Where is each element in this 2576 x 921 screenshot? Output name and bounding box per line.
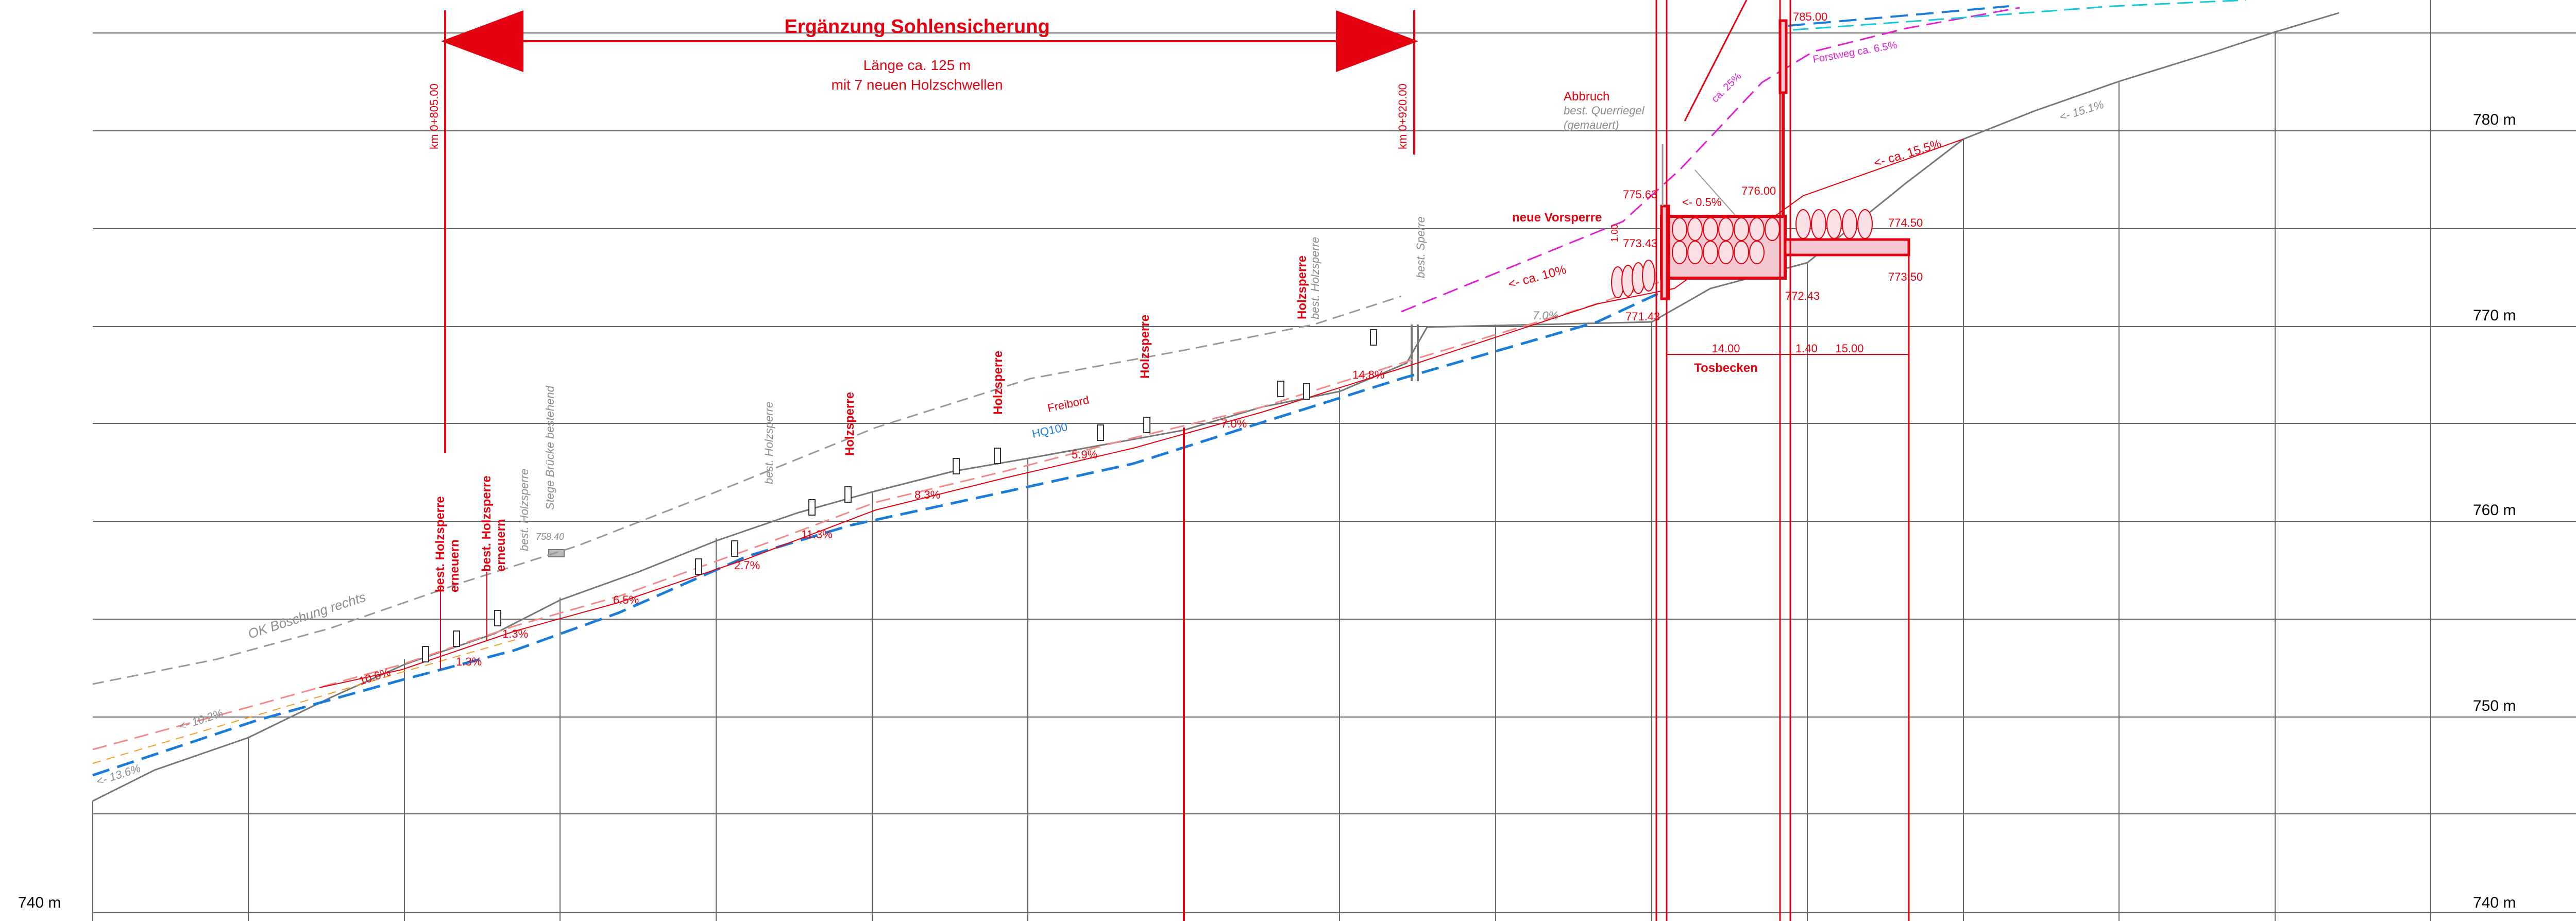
elev-1-00: 1.00 — [1609, 224, 1620, 242]
label-abbruch-sub1: best. Querriegel — [1564, 104, 1645, 117]
km-start: km 0+805.00 — [428, 83, 440, 149]
label-holzsperre-4: Holzsperre — [1295, 255, 1309, 319]
slope-1-3a: 1.3% — [456, 655, 482, 668]
slope-5-9: 5.9% — [1072, 448, 1097, 461]
label-holzsperre-3: Holzsperre — [1138, 315, 1152, 379]
elev-785-00: 785.00 — [1793, 10, 1827, 23]
slope-7-0a: 7.0% — [1221, 417, 1247, 430]
elev-771-43: 771.43 — [1625, 310, 1660, 323]
sill-markers — [422, 329, 1377, 662]
embankment-top-line — [92, 295, 1402, 685]
label-holzsperre-2: Holzsperre — [991, 351, 1005, 415]
elev-740-right: 740 m — [2473, 894, 2516, 911]
label-best-holzsperre-1a: best. Holzsperre — [433, 496, 447, 592]
slope-7-0b: 7.0% — [1533, 309, 1558, 322]
label-abbruch: Abbruch — [1564, 90, 1609, 104]
elev-770: 770 m — [2473, 307, 2516, 324]
forstweg-line — [1787, 5, 2010, 27]
structure-leaders — [440, 572, 487, 670]
freibord-line — [92, 281, 1659, 751]
length-line-1: Länge ca. 125 m — [863, 57, 971, 73]
length-line-2: mit 7 neuen Holzschwellen — [831, 77, 1003, 93]
label-best-holzsperre-plain: best. Holzsperre — [518, 469, 531, 551]
slope-0-5: <- 0.5% — [1682, 196, 1721, 209]
slope-15-1: <- 15.1% — [2058, 98, 2105, 124]
slope-25: ca. 25% — [1709, 71, 1744, 105]
slope-15-5: <- ca. 15.5% — [1872, 137, 1943, 170]
elev-758-40: 758.40 — [536, 532, 564, 542]
slope-1-3b: 1.3% — [502, 627, 528, 640]
label-best-holzsperre-1b: erneuern — [448, 539, 462, 592]
slope-10-6: 10.6% — [358, 666, 392, 688]
orange-line — [92, 639, 516, 764]
dim-15-00: 15.00 — [1835, 342, 1863, 355]
elev-772-43: 772.43 — [1785, 289, 1820, 302]
slope-8-3: 8.3% — [914, 488, 940, 501]
magenta-dashed-line — [1401, 7, 2020, 313]
label-ok-boeschung: OK Böschung rechts — [246, 589, 368, 641]
label-holzsperre-4-sub: best. Holzsperre — [1309, 237, 1321, 319]
slope-2-7: 2.7% — [734, 559, 760, 572]
slope-10-2: <- 10.2% — [177, 707, 225, 733]
elev-776-00: 776.00 — [1741, 184, 1776, 197]
label-best-holzsperre-2a: best. Holzsperre — [480, 475, 494, 572]
label-tosbecken: Tosbecken — [1694, 361, 1758, 375]
label-stege-bruecke: Stege Brücke bestehend — [544, 385, 556, 510]
label-freibord: Freibord — [1046, 393, 1090, 414]
dim-14-00: 14.00 — [1711, 342, 1740, 355]
grey-leader — [1694, 169, 1737, 217]
label-neue-vorsperre: neue Vorsperre — [1512, 211, 1602, 225]
hq100-line — [92, 287, 1670, 777]
label-best-holzsperre-mid: best. Holzsperre — [762, 402, 775, 484]
label-best-holzsperre-2b: erneuern — [494, 519, 508, 572]
slope-10: <- ca. 10% — [1507, 263, 1568, 292]
km-end: km 0+920.00 — [1396, 83, 1409, 149]
label-forstweg: Forstweg ca. 6.5% — [1812, 39, 1898, 65]
slope-11-3: 11.3% — [801, 528, 833, 541]
elev-775-63: 775.63 — [1623, 188, 1657, 201]
dim-1-40: 1.40 — [1795, 342, 1818, 355]
slope-14-8: 14.8% — [1352, 368, 1384, 381]
elev-773-50: 773.50 — [1888, 270, 1923, 283]
cyan-line — [1792, 0, 2247, 31]
red-slope-line — [1684, 0, 1748, 122]
label-abbruch-sub2: (gemauert) — [1564, 118, 1619, 131]
elev-774-50: 774.50 — [1888, 216, 1923, 229]
km-markers — [441, 10, 1418, 921]
elev-750: 750 m — [2473, 697, 2516, 714]
elev-760: 760 m — [2473, 502, 2516, 519]
label-holzsperre-1: Holzsperre — [843, 392, 857, 456]
tosbecken-structure — [1611, 0, 1910, 921]
grid — [92, 0, 2576, 921]
elev-740-left: 740 m — [18, 894, 61, 911]
elev-780: 780 m — [2473, 111, 2516, 128]
label-best-sperre: best. Sperre — [1414, 216, 1427, 278]
slope-6-5: 6.5% — [613, 593, 639, 606]
elev-773-43: 773.43 — [1623, 237, 1657, 250]
section-title: Ergänzung Sohlensicherung — [784, 16, 1049, 38]
